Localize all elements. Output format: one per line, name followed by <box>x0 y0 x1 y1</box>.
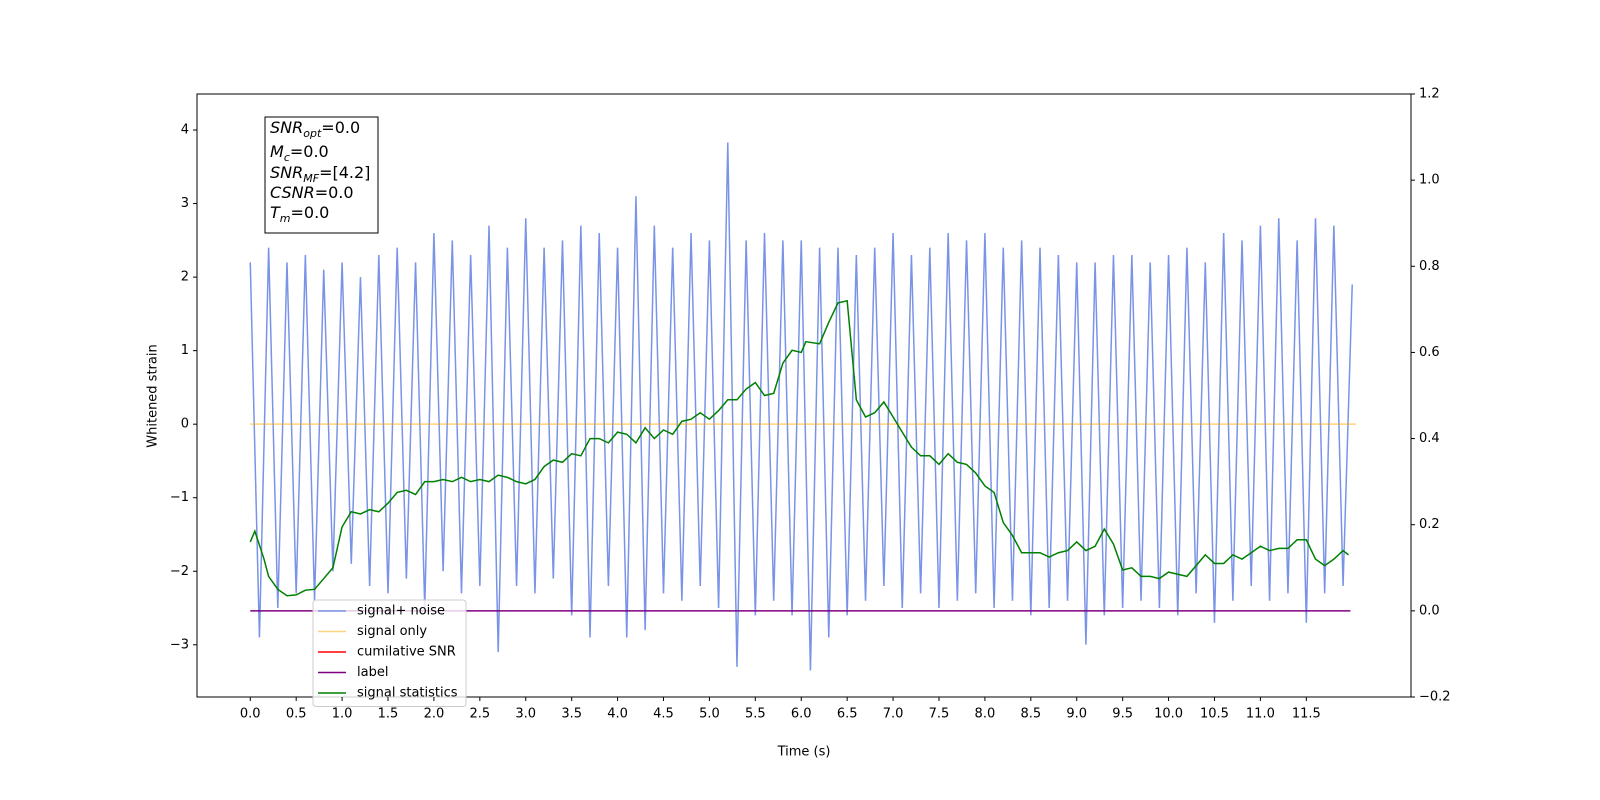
annotation-tail: =0.0 <box>290 142 329 161</box>
annotation-box <box>264 116 379 234</box>
y-tick-label: −2 <box>170 564 189 579</box>
x-tick-label: 10.5 <box>1200 707 1229 722</box>
x-tick-label: 5.0 <box>699 707 720 722</box>
y2-tick-label: 0.2 <box>1419 517 1440 532</box>
x-tick-label: 11.0 <box>1246 707 1275 722</box>
x-tick-label: 8.0 <box>975 707 996 722</box>
legend-box <box>312 599 467 707</box>
annotation-main: M <box>270 142 284 161</box>
y2-tick-label: 0.4 <box>1419 431 1440 446</box>
annotation-tail: =0.0 <box>315 183 354 202</box>
y-tick-label: 3 <box>181 196 189 211</box>
y-tick-label: −3 <box>170 637 189 652</box>
legend-label: signal+ noise <box>357 604 445 619</box>
legend-label: label <box>357 665 388 680</box>
x-axis-label: Time (s) <box>777 745 831 760</box>
x-tick-label: 8.5 <box>1020 707 1041 722</box>
series-line <box>249 299 1350 597</box>
annotation-line: SNRopt=0.0 <box>270 118 360 140</box>
annotation-main: CSNR <box>270 183 315 202</box>
y-tick-label: −1 <box>170 490 189 505</box>
x-tick-label: 2.0 <box>424 707 445 722</box>
annotation-sub: MF <box>303 172 319 185</box>
x-tick-label: 5.5 <box>745 707 766 722</box>
x-tick-label: 7.5 <box>929 707 950 722</box>
annotation-line: SNRMF=[4.2] <box>270 163 370 185</box>
y2-tick-label: 1.0 <box>1419 173 1440 188</box>
annotation-line: CSNR=0.0 <box>270 183 354 202</box>
annotation-line: Tm=0.0 <box>270 203 329 225</box>
x-tick-label: 11.5 <box>1292 707 1321 722</box>
x-tick-label: 3.0 <box>515 707 536 722</box>
y2-tick-label: 0.6 <box>1419 345 1440 360</box>
y2-tick-label: −0.2 <box>1419 690 1451 705</box>
series-line <box>249 142 1353 671</box>
annotation-tail: =[4.2] <box>319 163 370 182</box>
legend: signal+ noise signal only cumilative SNR la… <box>312 599 467 707</box>
annotation-sub: m <box>280 212 291 225</box>
x-tick-label: 3.5 <box>561 707 582 722</box>
annotation-main: SNR <box>270 163 303 182</box>
y-tick-label: 1 <box>181 343 189 358</box>
legend-label: signal statistics <box>357 686 458 701</box>
x-tick-label: 0.0 <box>240 707 261 722</box>
annotation-main: SNR <box>270 118 303 137</box>
y-tick-label: 0 <box>181 417 189 432</box>
annotation-main: T <box>270 203 281 222</box>
x-tick-label: 7.0 <box>883 707 904 722</box>
y-tick-label: 2 <box>181 270 189 285</box>
legend-label: signal only <box>357 624 427 639</box>
annotation-tail: =0.0 <box>291 203 330 222</box>
axes-frame <box>196 93 1412 698</box>
x-tick-label: 4.5 <box>653 707 674 722</box>
x-tick-label: 4.0 <box>607 707 628 722</box>
x-tick-label: 1.0 <box>332 707 353 722</box>
annotation: SNRopt=0.0Mc=0.0SNRMF=[4.2]CSNR=0.0Tm=0.… <box>264 116 379 234</box>
y2-tick-label: 0.8 <box>1419 259 1440 274</box>
annotation-sub: opt <box>303 127 322 140</box>
annotation-tail: =0.0 <box>321 118 360 137</box>
x-tick-label: 1.5 <box>378 707 399 722</box>
annotation-sub: c <box>284 151 290 164</box>
y-tick-label: 4 <box>181 123 189 138</box>
x-tick-label: 6.0 <box>791 707 812 722</box>
y2-tick-label: 0.0 <box>1419 603 1440 618</box>
legend-label: cumilative SNR <box>357 645 456 660</box>
y2-tick-label: 1.2 <box>1419 87 1440 102</box>
x-tick-label: 0.5 <box>286 707 307 722</box>
x-tick-label: 9.0 <box>1066 707 1087 722</box>
x-tick-label: 9.5 <box>1112 707 1133 722</box>
y-axis-label: Whitened strain <box>146 344 161 447</box>
x-tick-label: 6.5 <box>837 707 858 722</box>
x-tick-label: 2.5 <box>469 707 490 722</box>
x-tick-label: 10.0 <box>1154 707 1183 722</box>
annotation-line: Mc=0.0 <box>270 142 329 164</box>
